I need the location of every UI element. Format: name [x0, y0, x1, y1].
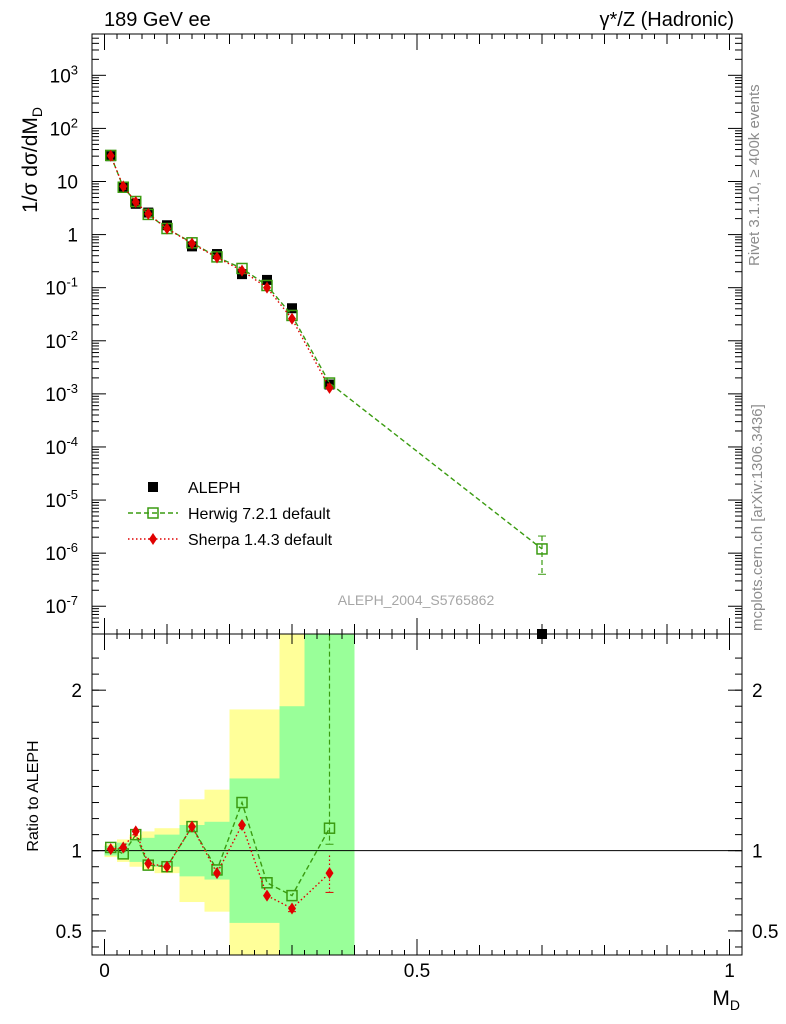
- ratio-point-diamond: [188, 820, 196, 833]
- main-point-diamond: [131, 196, 140, 209]
- ratio-point-diamond: [144, 857, 153, 870]
- x-axis-label: MD: [712, 987, 740, 1013]
- main-point-diamond: [119, 180, 128, 193]
- ratio-bands-layer: [104, 634, 355, 955]
- header-right: γ*/Z (Hadronic): [599, 9, 734, 31]
- main-point-diamond: [144, 207, 153, 220]
- main-ytick-label-10: 103: [50, 62, 78, 87]
- ratio-point-diamond: [131, 825, 140, 838]
- ratio-ytick-label-0: 0.5: [56, 922, 82, 943]
- ratio-ytick-label-right-2: 2: [752, 681, 763, 702]
- main-panel-frame: 10-7 10-6 10-5 10-4 10-3 10-2 10-1 1 10 102 103: [45, 33, 743, 635]
- main-panel-marks: [105, 149, 548, 639]
- ratio-point-diamond: [238, 818, 246, 831]
- ratio-point-diamond: [288, 902, 296, 915]
- legend-marker-1: [147, 507, 159, 519]
- main-y-axis-label: 1/σ dσ/dMD: [19, 107, 45, 213]
- watermark: ALEPH_2004_S5765862: [338, 592, 495, 608]
- x-tick-label-2: 1: [724, 961, 735, 982]
- main-ytick-label-3: 10-4: [45, 434, 78, 459]
- ratio-ytick-label-2: 2: [71, 681, 82, 702]
- ratio-point-diamond: [213, 867, 221, 880]
- main-ytick-label-0: 10-7: [45, 593, 78, 618]
- ratio-series-line-1: [110, 823, 330, 910]
- ratio-point-diamond: [119, 841, 128, 854]
- main-ytick-label-9: 102: [50, 115, 78, 140]
- ratio-point-open-square: [261, 877, 273, 889]
- ratio-point-open-square: [236, 796, 248, 809]
- ratio-panel-frame: 0.5 0.5 1 1 2 2 0 0.5 1: [56, 633, 778, 982]
- ratio-ytick-label-1: 1: [71, 842, 82, 863]
- main-ytick-label-6: 10-1: [45, 275, 78, 300]
- legend-label-0: ALEPH: [188, 480, 240, 497]
- ratio-band-inner-10: [304, 634, 355, 955]
- ratio-band-inner-9: [279, 706, 305, 955]
- main-ytick-label-4: 10-3: [45, 381, 78, 406]
- main-point-diamond: [188, 237, 196, 250]
- main-series-line-1: [110, 155, 543, 550]
- legend-label-2: Sherpa 1.4.3 default: [188, 532, 333, 549]
- main-point-diamond: [263, 281, 271, 294]
- main-point-open-square: [536, 543, 548, 555]
- main-ytick-label-7: 1: [67, 226, 78, 247]
- main-ytick-label-5: 10-2: [45, 328, 78, 353]
- ratio-point-diamond: [163, 860, 171, 873]
- ratio-point-diamond: [106, 843, 115, 856]
- main-point-diamond: [213, 251, 221, 264]
- ratio-point-diamond: [325, 867, 334, 880]
- legend-marker-0: [148, 482, 158, 492]
- ratio-ytick-label-right-0: 0.5: [752, 922, 778, 943]
- header-left: 189 GeV ee: [104, 9, 211, 31]
- main-series-line-2: [110, 155, 331, 389]
- main-point-diamond: [288, 312, 296, 325]
- main-point-square: [537, 629, 547, 639]
- ratio-y-axis-label: Ratio to ALEPH: [25, 740, 42, 851]
- legend: ALEPH Herwig 7.2.1 default Sherpa 1.4.3 de…: [128, 480, 333, 549]
- x-tick-label-1: 0.5: [404, 961, 430, 982]
- main-ytick-label-2: 10-5: [45, 487, 78, 512]
- ratio-panel-marks: [105, 635, 336, 915]
- legend-marker-2: [149, 533, 157, 545]
- main-point-diamond: [325, 381, 334, 394]
- main-point-diamond: [163, 222, 171, 235]
- x-tick-label-0: 0: [99, 961, 110, 982]
- main-point-diamond: [106, 149, 115, 162]
- legend-label-1: Herwig 7.2.1 default: [188, 506, 331, 523]
- ratio-panel-border: [91, 633, 743, 956]
- main-ytick-label-8: 10: [57, 172, 78, 193]
- main-point-diamond: [238, 264, 246, 277]
- ratio-point-open-square: [286, 889, 298, 902]
- ratio-point-diamond: [263, 889, 271, 902]
- ratio-point-open-square: [323, 822, 336, 834]
- main-ytick-label-1: 10-6: [45, 540, 78, 565]
- main-point-square: [287, 303, 297, 314]
- ratio-ytick-label-right-1: 1: [752, 842, 763, 863]
